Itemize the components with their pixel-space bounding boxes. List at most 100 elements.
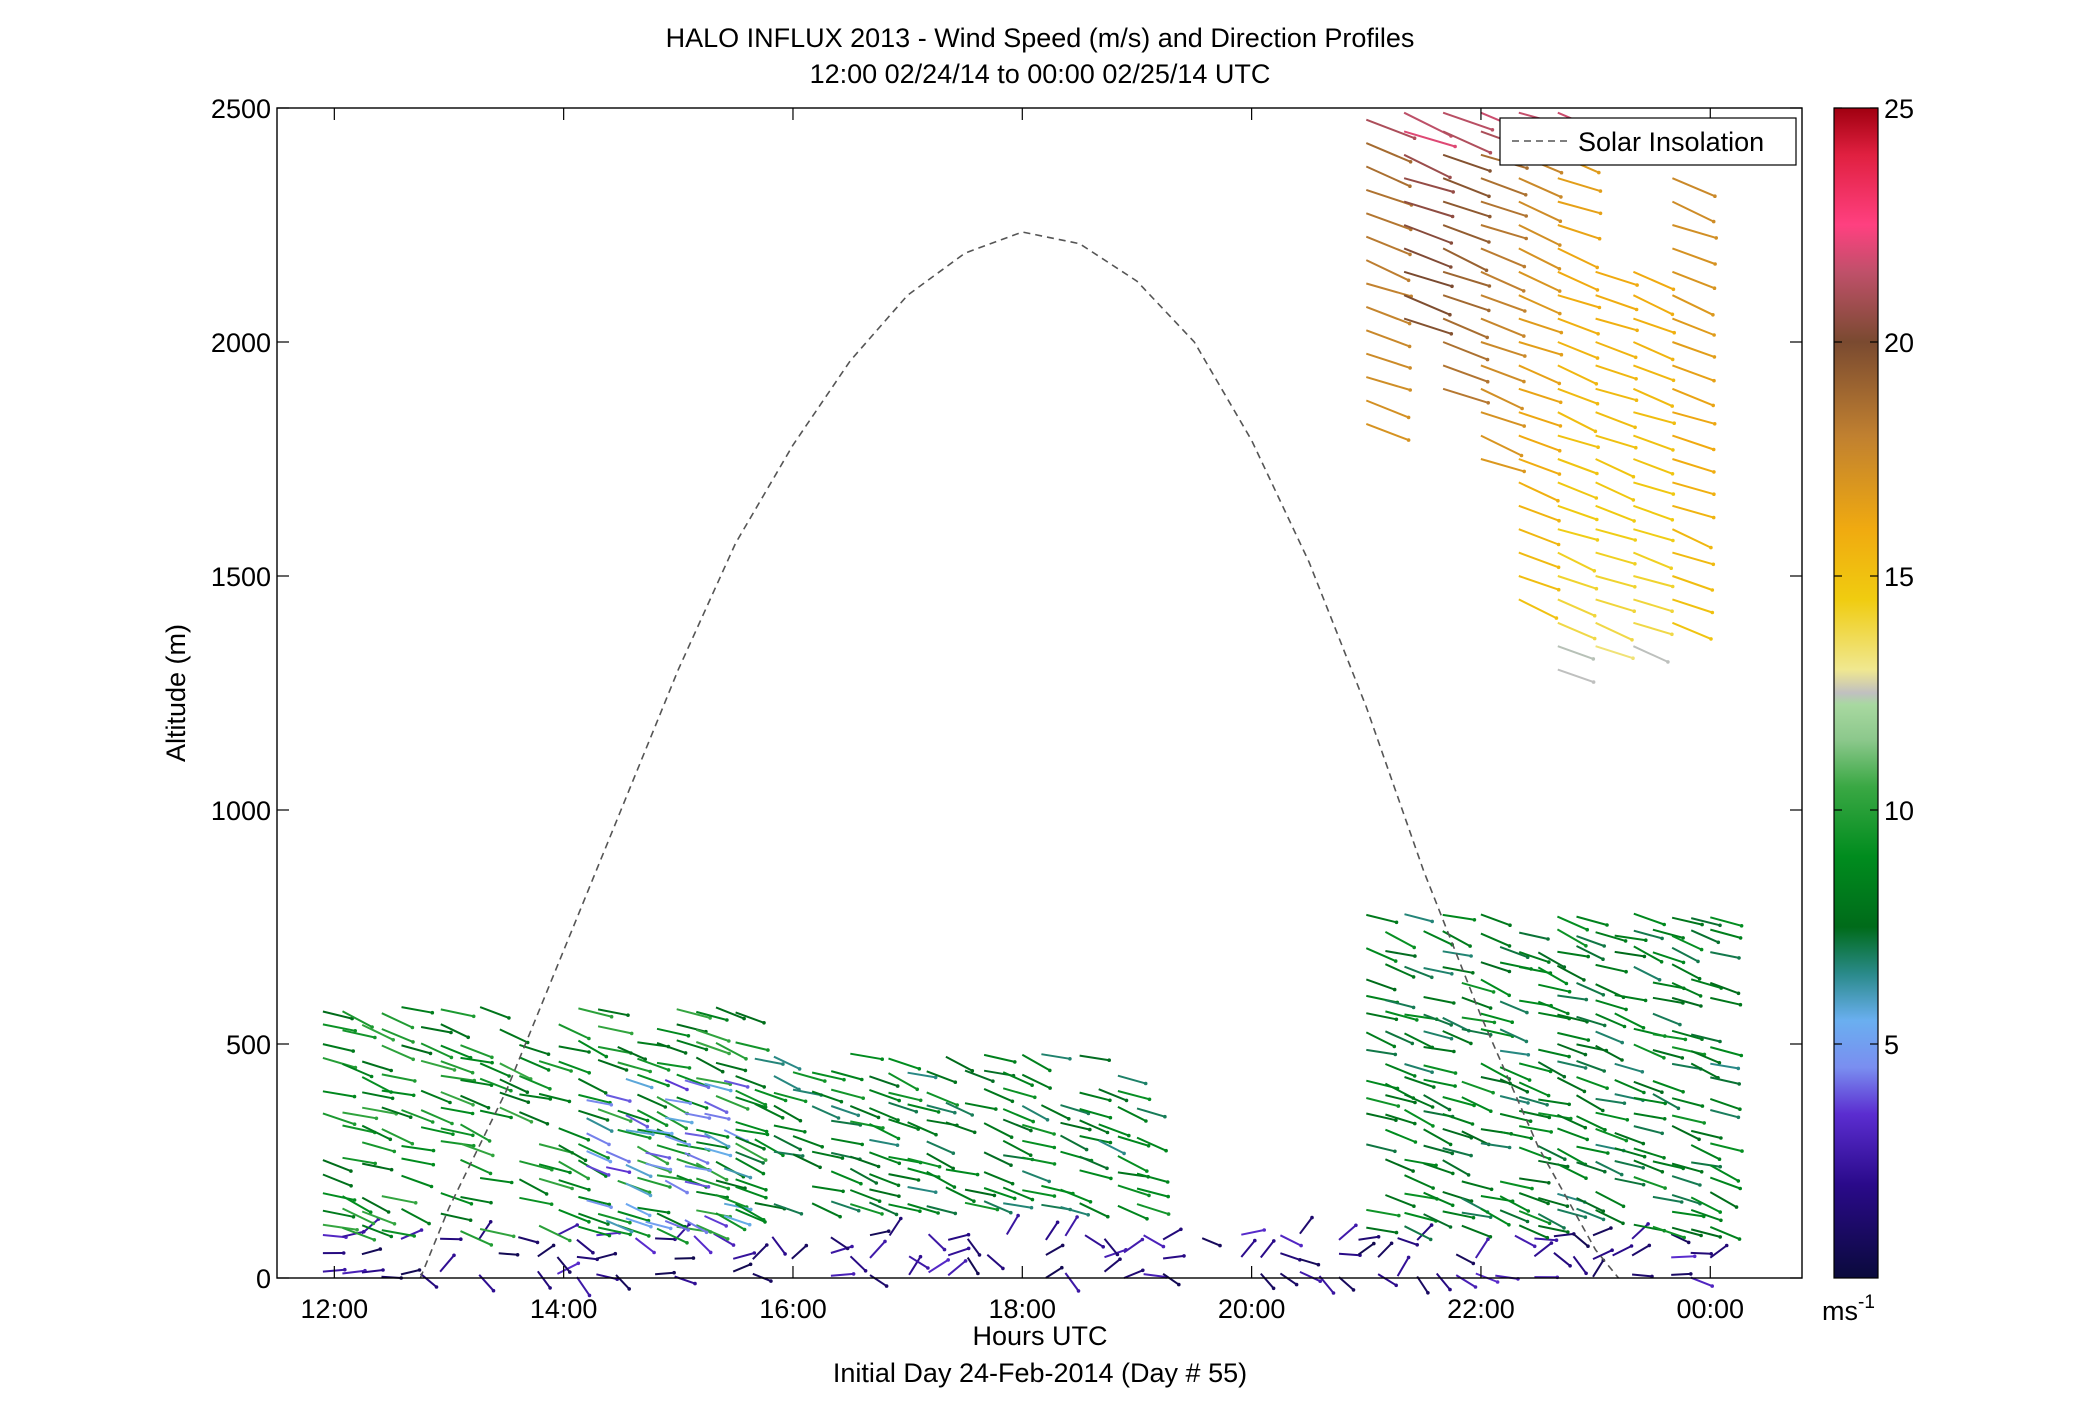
wind-barb-tip (1452, 1001, 1456, 1005)
wind-barb-tip (567, 1099, 572, 1104)
wind-barb (578, 1225, 610, 1237)
wind-barb (1518, 1192, 1549, 1205)
wind-barb-tip (798, 1118, 803, 1123)
wind-barb-tip (1635, 328, 1639, 333)
wind-barb (617, 1061, 651, 1073)
wind-barb-tip (1393, 1052, 1398, 1057)
wind-barb (519, 1160, 553, 1171)
wind-barb-tip (876, 1164, 881, 1169)
wind-barb (1633, 458, 1673, 475)
wind-barb-tip (1520, 406, 1524, 411)
wind-barb-tip (728, 1153, 733, 1158)
wind-barb-tip (1584, 1271, 1588, 1276)
wind-barb-tip (693, 1281, 697, 1286)
wind-barb (1633, 528, 1674, 542)
wind-barb-tip (471, 1143, 476, 1148)
wind-barb-tip (839, 1099, 844, 1104)
wind-barb (625, 1182, 651, 1197)
wind-barb-tip (1601, 1209, 1606, 1213)
colorbar-tick-label: 10 (1884, 796, 1914, 826)
wind-barb (1556, 1113, 1586, 1129)
wind-barb (752, 1244, 768, 1260)
wind-barb-tip (1453, 1071, 1458, 1075)
wind-barb-tip (1718, 1235, 1722, 1239)
wind-barb-tip (1318, 1279, 1322, 1283)
wind-barb-tip (1508, 923, 1512, 927)
wind-barb (420, 1042, 452, 1059)
wind-barb-tip (392, 1222, 397, 1226)
wind-barb (1538, 1048, 1570, 1058)
wind-barb (1576, 1207, 1604, 1221)
wind-barb (479, 1177, 512, 1184)
wind-barb-tip (1631, 656, 1635, 660)
wind-barb-tip (349, 1169, 353, 1173)
wind-barb (1553, 1252, 1571, 1267)
wind-barb-tip (918, 1254, 923, 1259)
wind-barb (735, 1011, 765, 1024)
wind-barb-tip (535, 1240, 540, 1245)
wind-barb-tip (1692, 1254, 1697, 1259)
wind-barb (1442, 177, 1490, 198)
wind-barb-tip (1450, 972, 1454, 976)
wind-barb (1709, 1191, 1737, 1208)
wind-barb-tip (1048, 1086, 1052, 1090)
wind-barb-tip (568, 1270, 572, 1274)
wind-barb (401, 1044, 431, 1055)
wind-barb-tip (1394, 1283, 1398, 1288)
wind-barb (1518, 951, 1550, 964)
wind-barb-tip (1407, 344, 1412, 349)
wind-barb (1104, 1248, 1127, 1259)
wind-barb (479, 1077, 512, 1092)
wind-barb-tip (953, 1211, 958, 1216)
wind-barb (597, 1008, 629, 1017)
wind-barb-tip (838, 1214, 842, 1219)
wind-barb (538, 1092, 570, 1103)
wind-barb-tip (1601, 993, 1606, 997)
wind-barb-tip (1738, 1186, 1742, 1191)
wind-barb (617, 1128, 651, 1139)
wind-barb (556, 1224, 578, 1236)
wind-barb (1366, 1112, 1397, 1122)
wind-barb-tip (1699, 947, 1704, 952)
wind-barb (1385, 1113, 1416, 1125)
wind-barb (735, 1041, 769, 1052)
wind-barb-tip (1642, 954, 1647, 959)
wind-barb (1098, 1139, 1125, 1155)
wind-barb-tip (731, 1243, 736, 1247)
wind-barb (684, 1219, 707, 1234)
wind-barb (1384, 963, 1415, 978)
wind-barb (1576, 1145, 1609, 1155)
wind-barb-tip (1525, 166, 1529, 170)
wind-barb-tip (1737, 1237, 1742, 1241)
wind-barb (1442, 1112, 1473, 1125)
wind-barb-tip (726, 1144, 731, 1149)
wind-barb (1143, 1273, 1167, 1278)
wind-barb (1480, 434, 1522, 457)
wind-barb (1442, 247, 1487, 272)
wind-barb (1040, 1104, 1070, 1120)
wind-barb-tip (823, 1079, 827, 1083)
wind-barb (1576, 1076, 1608, 1090)
wind-barb-tip (1525, 955, 1530, 959)
wind-barb (625, 1129, 654, 1136)
wind-barb-tip (1372, 1241, 1376, 1246)
wind-barb-tip (392, 1149, 397, 1154)
wind-barb-tip (648, 1069, 652, 1074)
wind-barb (342, 1156, 376, 1165)
wind-barb (1423, 1030, 1452, 1040)
wind-barb (1499, 1195, 1529, 1212)
wind-barb (1423, 1191, 1454, 1207)
wind-barb-tip (1144, 1119, 1148, 1123)
wind-barb-tip (507, 1074, 511, 1078)
wind-barb (1480, 200, 1527, 217)
wind-barb-tip (1558, 243, 1562, 247)
wind-barb (1672, 458, 1715, 473)
wind-barb (1403, 224, 1452, 244)
wind-barb (947, 1233, 969, 1241)
wind-barb (1553, 1232, 1574, 1238)
wind-barb (1518, 528, 1559, 546)
wind-barb (773, 1055, 801, 1070)
wind-barb-tip (1487, 240, 1491, 244)
wind-barb-tip (1393, 1149, 1397, 1154)
wind-barb-tip (1603, 1169, 1607, 1174)
